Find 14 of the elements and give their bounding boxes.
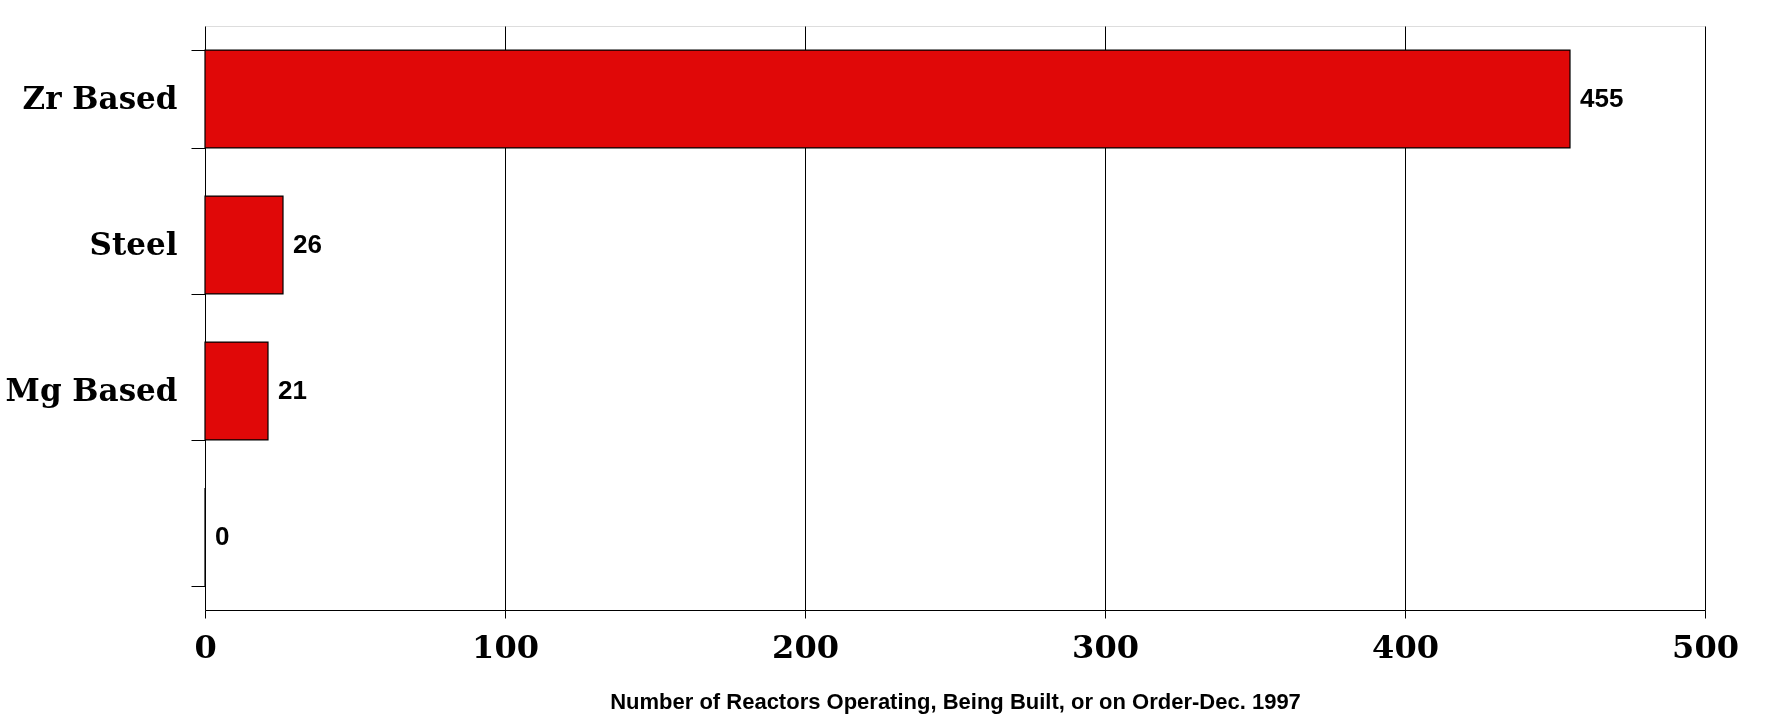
x-axis-title: Number of Reactors Operating, Being Built, or on Order-Dec. 1997 (610, 688, 1301, 714)
x-tick-label: 200 (772, 627, 839, 666)
y-tick-label: Steel (89, 225, 178, 262)
x-tick-label: 400 (1372, 627, 1439, 666)
x-tick-label: 300 (1072, 627, 1139, 666)
data-label: 26 (293, 229, 322, 259)
x-tick-label: 500 (1672, 627, 1739, 666)
x-tick-label: 0 (194, 627, 217, 666)
data-label: 0 (215, 521, 230, 551)
data-label: 21 (278, 375, 307, 405)
y-tick-label: Zr Based (22, 79, 178, 116)
y-tick-label: Mg Based (5, 371, 178, 408)
data-label: 455 (1580, 83, 1624, 113)
x-tick-label: 100 (472, 627, 539, 666)
